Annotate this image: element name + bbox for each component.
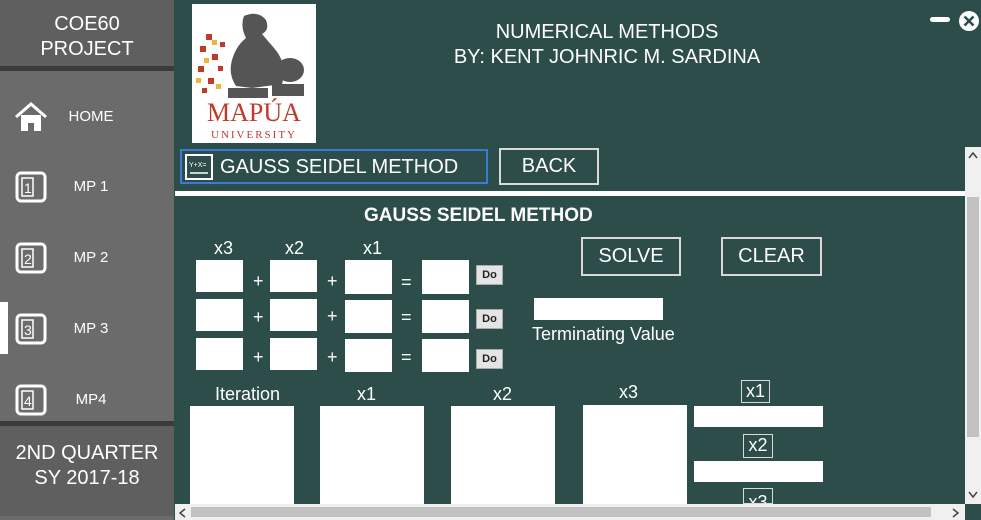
scroll-down-icon[interactable] [967, 490, 979, 500]
sidebar-item-home[interactable]: HOME [0, 90, 174, 146]
project-title-line1: COE60 [54, 13, 120, 35]
equation-icon-text: Y+X= [189, 162, 207, 169]
column-label-x3: x3 [214, 238, 234, 258]
x1-header: x1 [357, 384, 377, 404]
scroll-up-icon[interactable] [967, 150, 979, 160]
quarter-line2: SY 2017-18 [34, 467, 140, 489]
coef-r2-x2-input[interactable] [270, 299, 317, 331]
number-1-icon: 1 [15, 171, 47, 203]
x2-output-label: x2 [743, 434, 773, 458]
coef-r3-x1-input[interactable] [345, 339, 392, 372]
logo-subtext: UNIVERSITY [211, 129, 297, 141]
quarter-info: 2ND QUARTER SY 2017-18 [0, 426, 174, 516]
solve-button[interactable]: SOLVE [581, 237, 681, 276]
horizontal-scroll-thumb[interactable] [191, 507, 931, 517]
app-header: NUMERICAL METHODS BY: KENT JOHNRIC M. SA… [380, 20, 834, 70]
x3-header: x3 [619, 382, 639, 402]
close-icon[interactable] [958, 10, 980, 32]
method-selector[interactable]: Y+X= GAUSS SEIDEL METHOD [180, 149, 488, 184]
panel-title: GAUSS SEIDEL METHOD [364, 205, 593, 226]
plus-sign: + [253, 271, 264, 291]
x2-header: x2 [493, 384, 513, 404]
svg-text:4: 4 [24, 393, 32, 409]
plus-sign: + [253, 347, 264, 367]
project-title: COE60 PROJECT [0, 0, 174, 66]
svg-text:1: 1 [24, 180, 32, 196]
university-logo: MAPÚA UNIVERSITY [192, 4, 316, 143]
sidebar-item-mp3[interactable]: 3 MP 3 [0, 302, 174, 358]
const-r2-input[interactable] [422, 300, 469, 333]
sidebar-item-label: HOME [68, 108, 114, 125]
logo-mark: MAPÚA UNIVERSITY [196, 13, 304, 141]
quarter-line1: 2ND QUARTER [15, 442, 159, 464]
sidebar: COE60 PROJECT HOME 1 MP 1 2 MP 2 3 [0, 0, 174, 520]
plus-sign: + [253, 307, 264, 327]
minimize-icon[interactable] [929, 16, 951, 24]
equals-sign: = [401, 307, 412, 327]
equals-sign: = [401, 272, 412, 292]
sidebar-item-label: MP4 [75, 391, 107, 408]
x1-output-field [694, 406, 823, 427]
number-4-icon: 4 [15, 384, 47, 416]
logo-text: MAPÚA [207, 98, 301, 127]
number-2-icon: 2 [15, 242, 47, 274]
header-author: BY: KENT JOHNRIC M. SARDINA [453, 46, 761, 68]
scroll-right-icon[interactable] [951, 507, 961, 519]
sidebar-item-label: MP 2 [73, 249, 109, 266]
plus-sign: + [327, 306, 338, 326]
coef-r3-x2-input[interactable] [270, 338, 317, 370]
plus-sign: + [327, 347, 338, 367]
coef-r3-x3-input[interactable] [196, 338, 243, 370]
sidebar-item-mp1[interactable]: 1 MP 1 [0, 160, 174, 216]
sidebar-item-label: MP 3 [73, 320, 109, 337]
terminating-value-input[interactable] [534, 298, 663, 320]
svg-text:3: 3 [24, 322, 32, 338]
coef-r1-x3-input[interactable] [196, 260, 243, 292]
const-r3-input[interactable] [422, 339, 469, 372]
x2-output-field [694, 461, 823, 482]
do-button-row3[interactable]: Do [476, 349, 503, 369]
sidebar-divider [0, 421, 174, 426]
equals-sign: = [401, 347, 412, 367]
number-3-icon: 3 [15, 313, 47, 345]
back-button[interactable]: BACK [499, 148, 599, 185]
method-label: GAUSS SEIDEL METHOD [220, 156, 459, 178]
x1-output-label: x1 [741, 380, 770, 403]
coef-r2-x1-input[interactable] [345, 300, 392, 333]
sidebar-item-mp2[interactable]: 2 MP 2 [0, 231, 174, 287]
clear-button[interactable]: CLEAR [721, 237, 822, 276]
vertical-scroll-thumb[interactable] [967, 197, 979, 437]
plus-sign: + [327, 271, 338, 291]
active-indicator [0, 302, 8, 354]
sidebar-item-label: MP 1 [73, 178, 109, 195]
coef-r1-x1-input[interactable] [345, 260, 392, 294]
do-button-row2[interactable]: Do [476, 309, 503, 329]
iteration-header: Iteration [215, 384, 281, 404]
header-title: NUMERICAL METHODS [495, 21, 719, 43]
project-title-line2: PROJECT [40, 38, 134, 60]
x2-list[interactable] [451, 406, 555, 504]
column-label-x1: x1 [363, 238, 383, 258]
x3-list[interactable] [583, 405, 687, 504]
scroll-left-icon[interactable] [177, 507, 187, 519]
x3-output-label: x3 [743, 488, 773, 504]
svg-text:2: 2 [24, 251, 32, 267]
sidebar-item-mp4[interactable]: 4 MP4 [0, 373, 174, 429]
const-r1-input[interactable] [422, 260, 469, 294]
home-icon [15, 102, 47, 131]
terminating-value-label: Terminating Value [532, 324, 675, 344]
do-button-row1[interactable]: Do [476, 265, 503, 285]
sidebar-divider [0, 66, 174, 71]
x1-list[interactable] [320, 406, 424, 504]
coef-r2-x3-input[interactable] [196, 299, 243, 331]
column-label-x2: x2 [285, 238, 305, 258]
content-divider [175, 191, 965, 196]
iteration-list[interactable] [190, 406, 294, 504]
equation-icon: Y+X= [185, 154, 213, 180]
coef-r1-x2-input[interactable] [270, 260, 317, 292]
